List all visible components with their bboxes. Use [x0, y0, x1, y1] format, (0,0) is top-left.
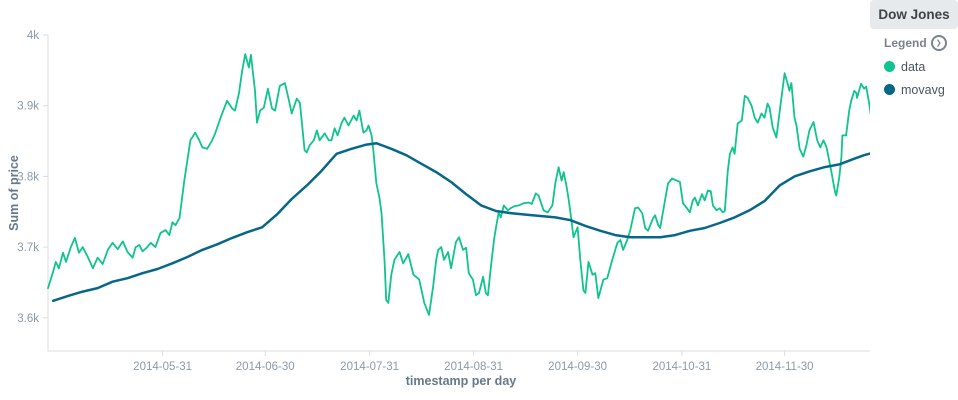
- legend-items-list: data movavg: [870, 55, 958, 101]
- axis-lines: [47, 35, 874, 352]
- data-series-line: [47, 53, 874, 316]
- x-tick-label: 2014-11-30: [756, 361, 814, 373]
- x-tick-label: 2014-08-31: [444, 361, 503, 373]
- x-tick-label: 2014-07-31: [340, 361, 399, 373]
- y-tick-label: 3.8k: [17, 171, 39, 183]
- legend-label: Legend: [884, 36, 927, 50]
- legend-color-dot-icon: [884, 84, 895, 95]
- x-tick-label: 2014-10-31: [652, 361, 711, 373]
- legend-item-label: data: [901, 59, 926, 74]
- y-axis-title: Sum of price: [7, 155, 21, 231]
- y-tick-label: 3.7k: [17, 242, 39, 254]
- x-tick-label: 2014-06-30: [236, 361, 295, 373]
- x-tick-label: 2014-09-30: [548, 361, 607, 373]
- x-tick-label: 2014-05-31: [133, 361, 192, 373]
- legend-collapse-icon[interactable]: ❯: [930, 35, 947, 51]
- legend-item-movavg[interactable]: movavg: [884, 78, 958, 101]
- y-tick-label: 4k: [27, 30, 39, 42]
- viz-title: Dow Jones: [870, 0, 958, 29]
- legend-item-data[interactable]: data: [884, 55, 958, 78]
- y-tick-label: 3.9k: [17, 101, 39, 113]
- y-tick-label: 3.6k: [17, 313, 39, 325]
- legend-item-label: movavg: [901, 82, 945, 97]
- movavg-series-line: [51, 141, 876, 303]
- legend-color-dot-icon: [884, 61, 895, 72]
- legend-toggle[interactable]: Legend ❯: [884, 35, 958, 51]
- x-axis-title: timestamp per day: [405, 374, 517, 388]
- legend-sidebar: Dow Jones Legend ❯ data movavg: [870, 0, 958, 400]
